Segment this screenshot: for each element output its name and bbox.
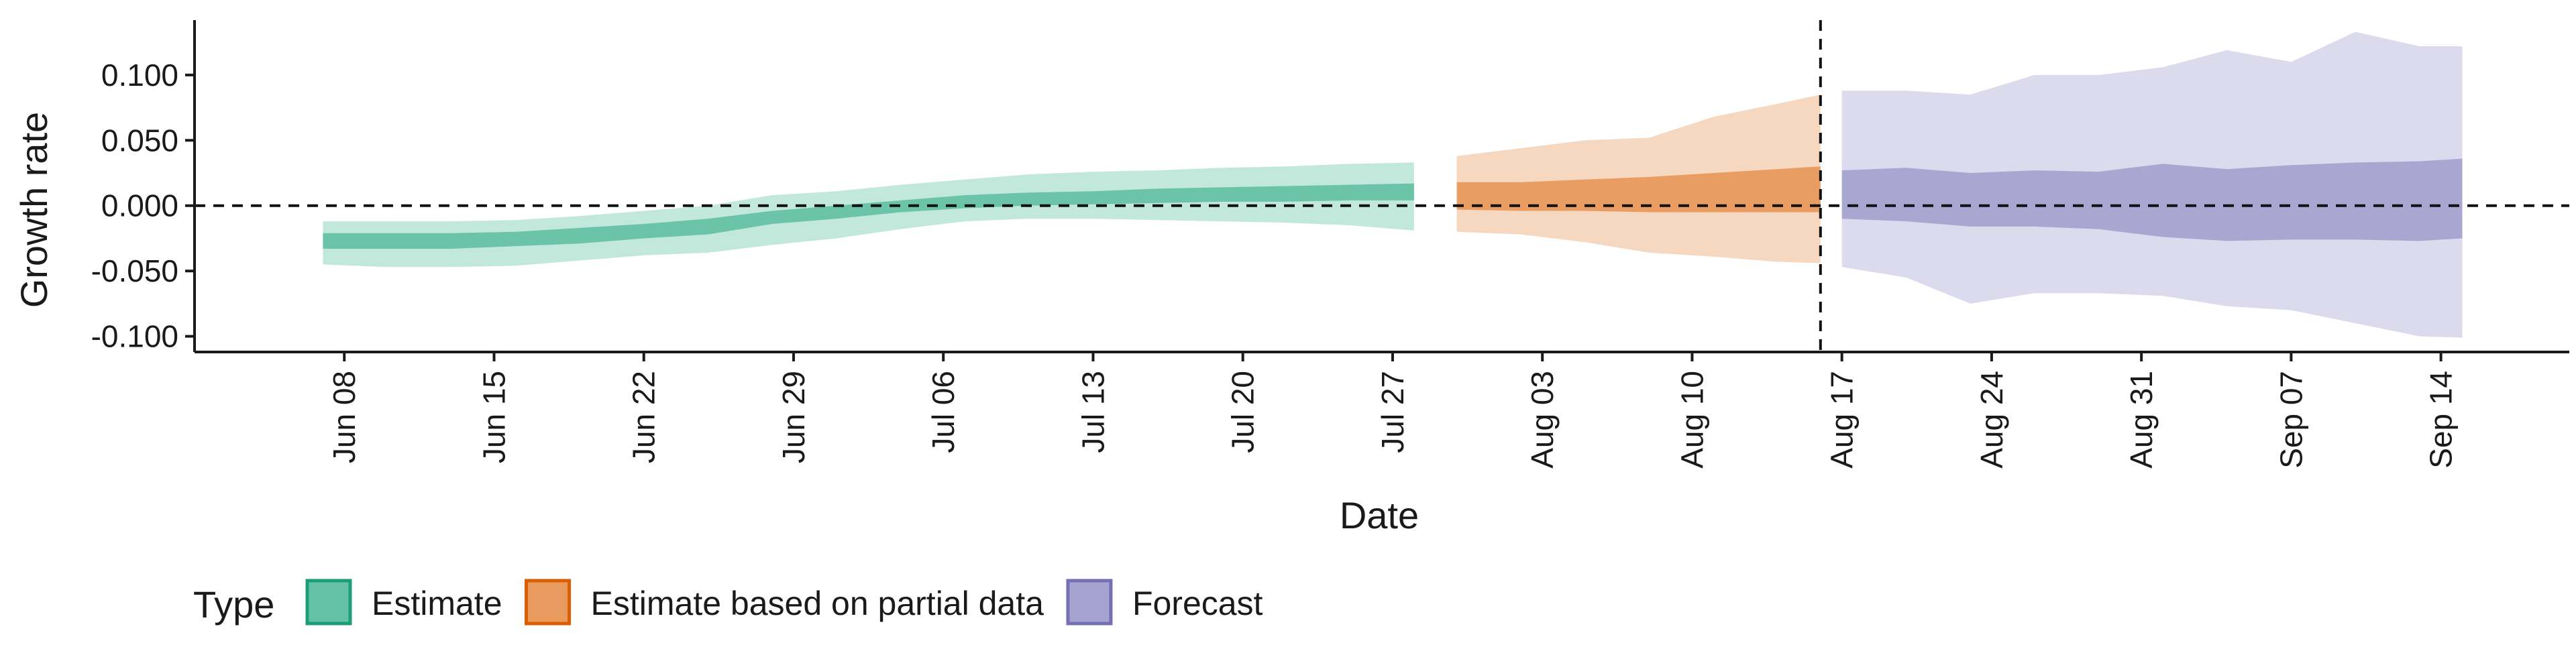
y-axis-ticks: 0.100 0.050 0.000 -0.050 -0.100 — [91, 58, 195, 354]
x-tick-label: Jun 22 — [627, 371, 661, 463]
x-tick-label: Aug 17 — [1825, 371, 1860, 469]
x-tick-label: Jul 20 — [1226, 371, 1260, 453]
legend-swatch — [1066, 579, 1113, 626]
band-50-estimate — [323, 183, 1414, 249]
legend-label: Estimate based on partial data — [591, 585, 1044, 622]
band-50-estimate-based-on-partial-data — [1456, 166, 1821, 213]
y-tick-label: -0.050 — [91, 253, 178, 288]
y-axis-title: Growth rate — [13, 112, 55, 308]
x-tick-label: Jul 27 — [1375, 371, 1410, 453]
x-tick-label: Jun 29 — [776, 371, 811, 463]
x-tick-label: Aug 03 — [1525, 371, 1560, 469]
y-tick-label: 0.000 — [101, 188, 178, 223]
x-tick-label: Jul 13 — [1076, 371, 1111, 453]
legend-swatch — [525, 579, 572, 626]
bands-layer — [323, 32, 2463, 338]
legend-label: Estimate — [372, 585, 502, 622]
y-tick-label: 0.050 — [101, 123, 178, 158]
x-tick-label: Aug 31 — [2124, 371, 2159, 469]
x-tick-label: Aug 10 — [1674, 371, 1709, 469]
x-axis-title: Date — [1340, 494, 1419, 536]
x-tick-label: Jun 08 — [327, 371, 362, 463]
x-tick-label: Sep 14 — [2424, 371, 2459, 469]
legend-item-forecast: Forecast — [1066, 579, 1263, 626]
x-tick-label: Jul 06 — [926, 371, 961, 453]
x-tick-label: Sep 07 — [2273, 371, 2308, 469]
legend-item-estimate-based-on-partial-data: Estimate based on partial data — [525, 579, 1044, 626]
legend-swatch — [305, 579, 352, 626]
x-tick-label: Jun 15 — [477, 371, 512, 463]
x-tick-label: Aug 24 — [1974, 371, 2009, 469]
axes: 0.100 0.050 0.000 -0.050 -0.100 Jun 08 Jun 15… — [13, 20, 2569, 536]
x-axis-ticks: Jun 08 Jun 15 Jun 22 Jun 29 Jul 06 Jul 13 Jul … — [327, 352, 2459, 469]
y-tick-label: -0.100 — [91, 319, 178, 354]
legend-label: Forecast — [1132, 585, 1263, 622]
legend: Type Estimate Estimate based on partial d… — [193, 579, 1263, 626]
legend-title: Type — [193, 583, 274, 626]
reference-lines — [195, 20, 2569, 352]
y-tick-label: 0.100 — [101, 58, 178, 93]
legend-items: Estimate Estimate based on partial data Fo… — [305, 579, 1263, 626]
band-50-forecast — [1841, 158, 2463, 241]
legend-item-estimate: Estimate — [305, 579, 502, 626]
